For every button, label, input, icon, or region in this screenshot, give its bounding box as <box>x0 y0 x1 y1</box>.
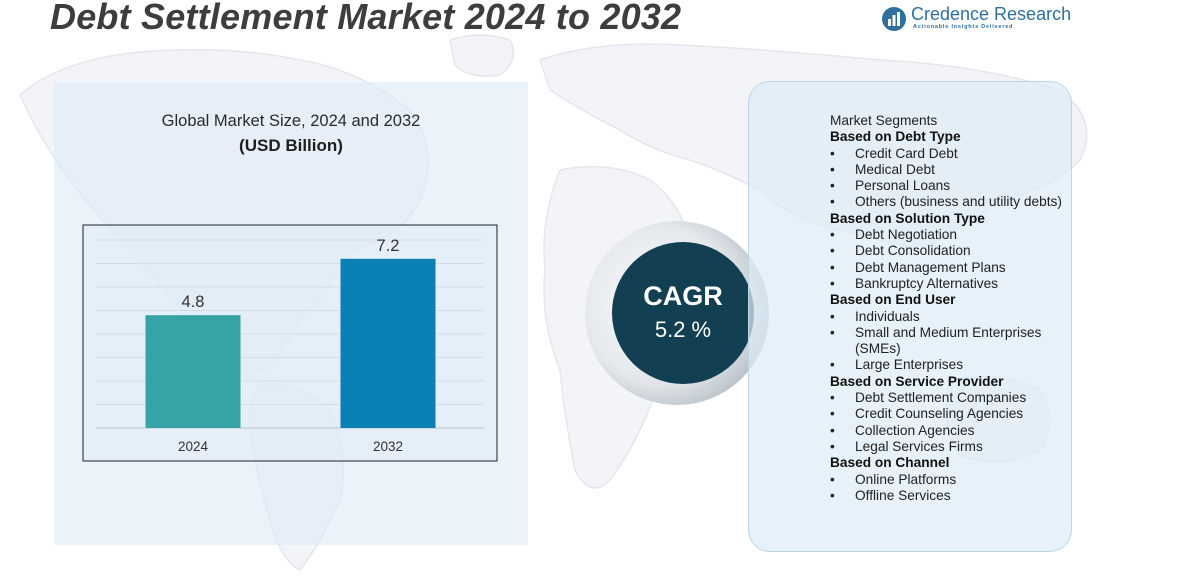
bar-2024 <box>145 315 241 428</box>
segment-group-title: Based on End User <box>830 292 956 308</box>
logo-name: Credence Research <box>911 4 1072 24</box>
bullet-icon: • <box>830 308 835 324</box>
segment-group-title: Based on Solution Type <box>830 210 985 226</box>
segment-item-label: Debt Negotiation <box>855 227 957 243</box>
data-label: 7.2 <box>377 237 400 255</box>
segment-item: • Online Platforms <box>830 472 1070 488</box>
segment-item: • Legal Services Firms <box>830 439 1070 455</box>
segment-item-label: Debt Management Plans <box>855 259 1006 275</box>
bullet-icon: • <box>830 487 835 503</box>
segment-item-label: Debt Consolidation <box>855 243 971 259</box>
segment-item-label: Medical Debt <box>855 161 935 177</box>
bullet-icon: • <box>830 406 835 422</box>
segment-item: • Collection Agencies <box>830 423 1070 439</box>
segment-item-label: Online Platforms <box>855 471 957 487</box>
bullet-icon: • <box>830 145 835 161</box>
segment-item-label: Credit Counseling Agencies <box>855 406 1024 422</box>
segment-group-title: Based on Channel <box>830 455 950 471</box>
segment-item: • Personal Loans <box>830 178 1070 194</box>
segment-item: • Bankruptcy Alternatives <box>830 276 1070 292</box>
segment-item: • Debt Consolidation <box>830 243 1070 259</box>
segment-item: • Debt Settlement Companies <box>830 390 1070 406</box>
segment-item: • Large Enterprises <box>830 357 1070 373</box>
cagr-value: 5.2 % <box>654 317 712 342</box>
bullet-icon: • <box>830 357 835 373</box>
bullet-icon: • <box>830 390 835 406</box>
bullet-icon: • <box>830 194 835 210</box>
logo-tagline: Actionable Insights Delivered <box>913 24 1014 30</box>
page-title: Debt Settlement Market 2024 to 2032 <box>50 0 682 37</box>
bullet-icon: • <box>830 471 835 487</box>
segment-item-label: Credit Card Debt <box>855 145 958 161</box>
cagr-circle <box>612 242 754 384</box>
segment-item: • Debt Management Plans <box>830 260 1070 276</box>
segment-item: • Credit Counseling Agencies <box>830 406 1070 422</box>
segments-panel <box>748 81 1072 552</box>
bullet-icon: • <box>830 275 835 291</box>
segment-group-title: Based on Service Provider <box>830 373 1004 389</box>
bullet-icon: • <box>830 324 835 340</box>
bullet-icon: • <box>830 227 835 243</box>
credence-logo-icon <box>882 7 906 31</box>
segment-item-label: Personal Loans <box>855 178 951 194</box>
segment-item: • Debt Negotiation <box>830 227 1070 243</box>
segment-item-label: Legal Services Firms <box>855 438 983 454</box>
bullet-icon: • <box>830 178 835 194</box>
cagr-label: CAGR <box>643 281 723 311</box>
segment-item-label: Others (business and utility debts) <box>855 194 1062 210</box>
cagr-badge <box>585 221 769 405</box>
segments-list: Market Segments Based on Debt Type • Credi… <box>830 113 1070 504</box>
segment-item-label: Offline Services <box>855 487 951 503</box>
segment-item: • Others (business and utility debts) <box>830 194 1070 210</box>
segment-item: • Medical Debt <box>830 162 1070 178</box>
bar-2032 <box>340 258 436 428</box>
segment-item-label: Bankruptcy Alternatives <box>855 275 999 291</box>
bars: 4.8 2024 7.2 2032 <box>145 237 436 454</box>
data-label: 4.8 <box>182 293 205 311</box>
segment-item: • Offline Services <box>830 488 1070 504</box>
segment-item-label: Small and Medium Enterprises (SMEs) <box>855 324 1042 357</box>
bullet-icon: • <box>830 438 835 454</box>
segment-item-label: Debt Settlement Companies <box>855 390 1027 406</box>
x-tick-label: 2024 <box>178 439 209 454</box>
chart-title: Global Market Size, 2024 and 2032 <box>161 112 421 130</box>
bullet-icon: • <box>830 259 835 275</box>
segment-item-label: Individuals <box>855 308 920 324</box>
segment-item: • Small and Medium Enterprises (SMEs) <box>830 325 1070 358</box>
segments-heading: Market Segments <box>830 113 938 128</box>
x-tick-label: 2032 <box>373 439 403 454</box>
bullet-icon: • <box>830 161 835 177</box>
chart-subtitle: (USD Billion) <box>239 136 343 155</box>
segment-item: • Individuals <box>830 309 1070 325</box>
segment-group-title: Based on Debt Type <box>830 129 961 145</box>
segment-item-label: Collection Agencies <box>855 422 975 438</box>
bullet-icon: • <box>830 422 835 438</box>
segment-item-label: Large Enterprises <box>855 357 964 373</box>
bullet-icon: • <box>830 243 835 259</box>
company-logo[interactable]: Credence Research Actionable Insights De… <box>880 2 1071 34</box>
segment-item: • Credit Card Debt <box>830 146 1070 162</box>
